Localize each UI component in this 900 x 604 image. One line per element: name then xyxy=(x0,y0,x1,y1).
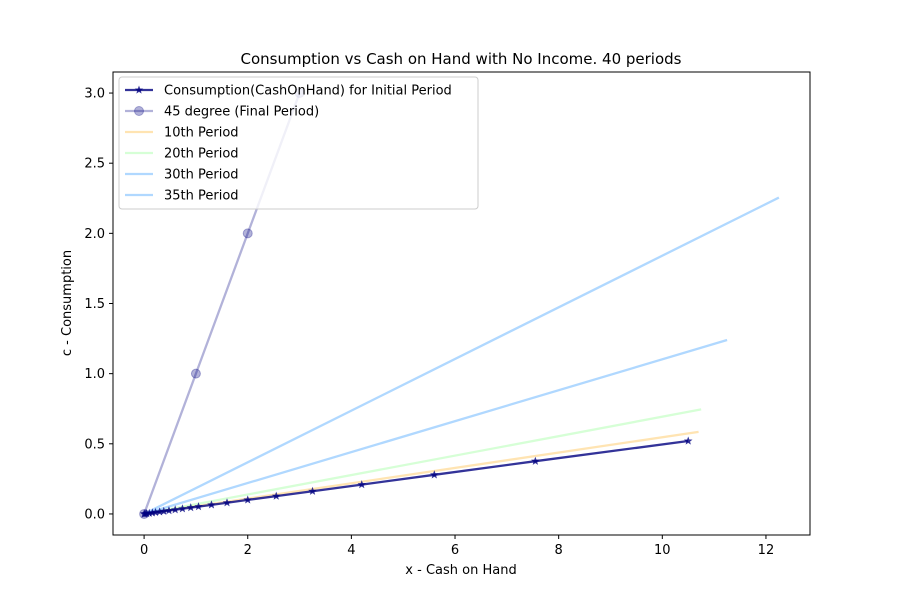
data-point xyxy=(243,495,253,504)
series-3 xyxy=(143,408,702,516)
y-tick-label: 2.5 xyxy=(84,157,105,172)
data-point xyxy=(531,456,540,465)
legend-label: 35th Period xyxy=(164,189,239,204)
legend-marker xyxy=(134,106,144,116)
data-point xyxy=(159,506,169,515)
legend-label: 10th Period xyxy=(164,126,239,141)
data-point xyxy=(683,436,693,445)
y-tick-label: 2.0 xyxy=(84,227,105,242)
data-point xyxy=(186,503,196,512)
x-tick-label: 2 xyxy=(244,543,252,558)
x-tick-label: 0 xyxy=(140,543,148,558)
data-point xyxy=(170,505,180,514)
data-point xyxy=(308,486,317,495)
x-tick-label: 12 xyxy=(758,543,775,558)
legend-label: 30th Period xyxy=(164,168,239,183)
x-axis-label: x - Cash on Hand xyxy=(405,563,516,578)
data-point xyxy=(207,500,216,509)
data-point xyxy=(271,491,281,500)
legend: Consumption(CashOnHand) for Initial Peri… xyxy=(118,76,479,210)
y-axis-label: c - Consumption xyxy=(60,250,75,356)
series-line xyxy=(143,338,728,516)
y-tick-label: 1.5 xyxy=(84,297,105,312)
data-point xyxy=(155,507,164,516)
series-2 xyxy=(143,430,699,516)
data-point xyxy=(145,508,154,517)
data-point xyxy=(430,470,439,479)
data-point xyxy=(242,228,253,239)
ticks-layer: 0 2 4 6 8 10 12 0.0 0.5 1.0 1.5 2.0 2.5 3.0 xyxy=(84,87,774,558)
data-point xyxy=(151,507,160,517)
series-line xyxy=(143,196,780,515)
x-tick-label: 6 xyxy=(451,543,459,558)
y-tick-label: 3.0 xyxy=(84,87,105,102)
x-tick-label: 10 xyxy=(654,543,671,558)
legend-item: 20th Period xyxy=(125,147,239,162)
y-tick-label: 0.0 xyxy=(84,507,105,522)
chart-title: Consumption vs Cash on Hand with No Inco… xyxy=(241,50,682,68)
legend-label: Consumption(CashOnHand) for Initial Peri… xyxy=(164,84,452,99)
series-line xyxy=(143,430,699,516)
series-0 xyxy=(139,436,693,518)
data-point xyxy=(148,508,157,517)
legend-item: 30th Period xyxy=(125,168,239,183)
series-line xyxy=(143,408,702,516)
x-tick-label: 4 xyxy=(347,543,355,558)
legend-marker xyxy=(134,85,144,94)
data-point xyxy=(194,502,203,511)
data-point xyxy=(164,506,174,515)
series-5 xyxy=(143,196,780,515)
series-layer xyxy=(139,88,780,519)
plot-area-frame xyxy=(112,71,811,536)
legend-item: Consumption(CashOnHand) for Initial Peri… xyxy=(125,84,452,99)
data-point xyxy=(178,504,187,513)
legend-label: 20th Period xyxy=(164,147,239,162)
series-4 xyxy=(143,338,728,516)
legend-item: 35th Period xyxy=(125,189,239,204)
legend-item: 45 degree (Final Period) xyxy=(125,105,319,120)
data-point xyxy=(357,480,367,489)
y-tick-label: 0.5 xyxy=(84,437,105,452)
data-point xyxy=(222,498,232,507)
data-point xyxy=(190,368,201,379)
legend-box xyxy=(118,76,479,210)
x-tick-label: 8 xyxy=(555,543,563,558)
legend-item: 10th Period xyxy=(125,126,239,141)
legend-label: 45 degree (Final Period) xyxy=(164,105,319,120)
y-tick-label: 1.0 xyxy=(84,367,105,382)
